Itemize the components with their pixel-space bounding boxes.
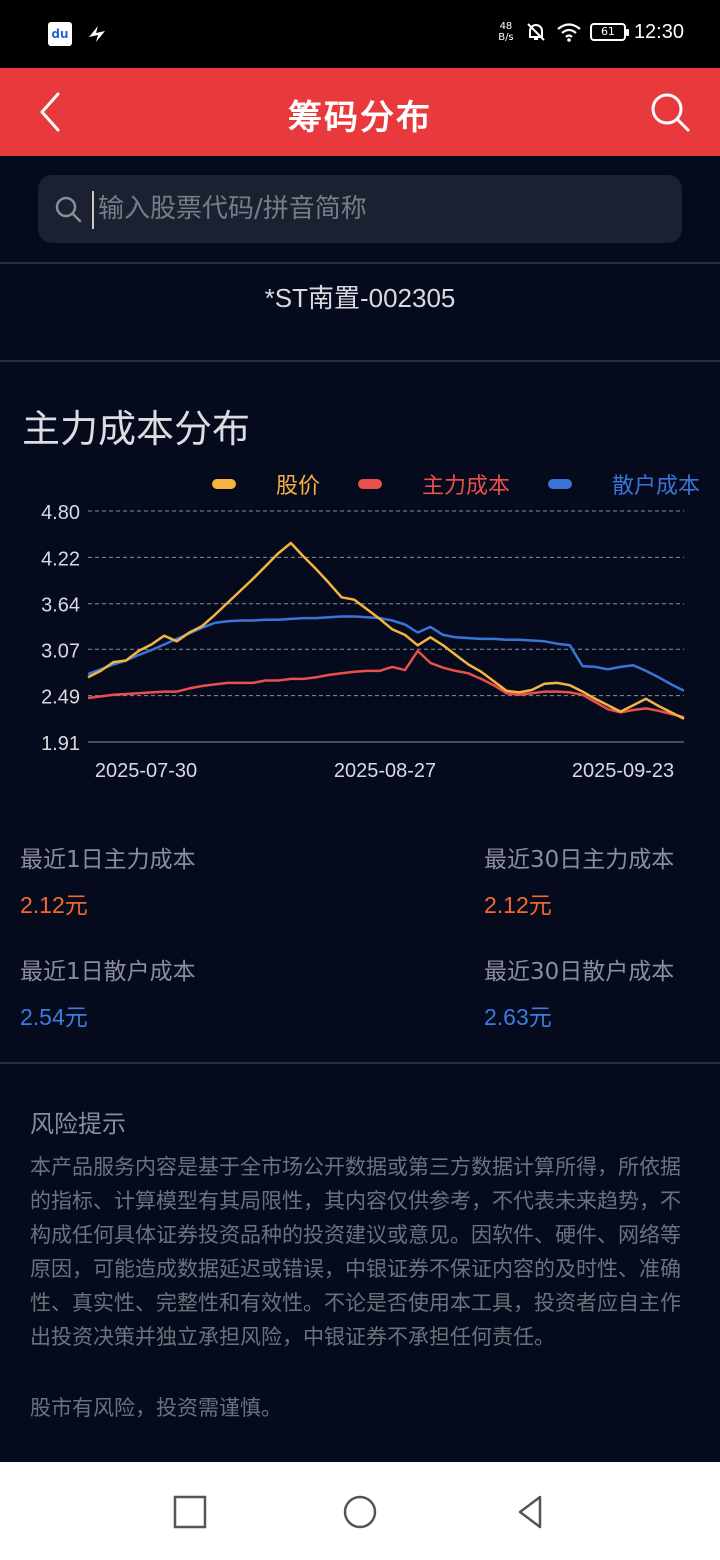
risk-footer: 股市有风险，投资需谨慎。 <box>30 1396 282 1420</box>
divider <box>0 1062 720 1064</box>
stat-label-1d-main: 最近1日主力成本 <box>20 847 196 873</box>
legend-swatch <box>211 479 236 489</box>
stat-value-30d-main: 2.12元 <box>484 892 552 919</box>
legend-item-retail-cost[interactable]: 散户成本 <box>547 468 700 500</box>
bell-muted-icon <box>527 23 545 41</box>
net-speed: 48 B/s <box>498 21 514 43</box>
stat-label-1d-retail: 最近1日散户成本 <box>20 959 196 985</box>
baidu-app-icon: du <box>48 22 72 46</box>
stock-name: *ST南置-002305 <box>264 283 456 313</box>
app-notification-icon <box>89 26 105 42</box>
system-nav-bar <box>0 1462 720 1560</box>
cost-distribution-chart: 4.80 4.22 3.64 3.07 2.49 1.91 2025-07-30 2025-0… <box>41 502 685 782</box>
series-line-retail-cost <box>87 615 685 692</box>
legend-label: 主力成本 <box>421 474 510 499</box>
chevron-left-icon[interactable] <box>30 90 74 134</box>
x-tick-label: 2025-07-30 <box>95 760 197 782</box>
stat-value-1d-main: 2.12元 <box>20 892 88 919</box>
search-icon <box>55 196 82 223</box>
y-tick-label: 4.22 <box>41 548 80 570</box>
clock: 12:30 <box>633 20 684 43</box>
legend-swatch <box>357 479 382 489</box>
stat-label-30d-main: 最近30日主力成本 <box>484 847 675 873</box>
search-bar[interactable] <box>38 175 682 243</box>
page-title: 筹码分布 <box>288 98 432 138</box>
chart-legend: 股价 主力成本 散户成本 <box>174 468 700 500</box>
risk-title: 风险提示 <box>30 1110 126 1138</box>
y-tick-label: 4.80 <box>41 502 80 524</box>
battery-indicator: 61 <box>589 23 629 41</box>
status-bar: du 48 B/s 61 12:30 <box>0 0 720 68</box>
circle-icon[interactable] <box>340 1492 380 1532</box>
legend-label: 散户成本 <box>611 474 700 499</box>
y-tick-label: 3.07 <box>41 640 80 662</box>
search-input[interactable] <box>98 187 658 231</box>
legend-item-price[interactable]: 股价 <box>211 468 320 500</box>
app-header: 筹码分布 <box>0 68 720 156</box>
section-title: 主力成本分布 <box>22 407 251 451</box>
y-tick-label: 1.91 <box>41 733 80 755</box>
stat-value-30d-retail: 2.63元 <box>484 1004 552 1031</box>
divider <box>0 262 720 264</box>
y-tick-label: 3.64 <box>41 595 80 617</box>
divider <box>0 360 720 362</box>
y-tick-label: 2.49 <box>41 687 80 709</box>
text-cursor <box>92 191 94 229</box>
legend-swatch <box>547 479 572 489</box>
triangle-icon[interactable] <box>510 1492 550 1532</box>
stat-label-30d-retail: 最近30日散户成本 <box>484 959 675 985</box>
x-tick-label: 2025-09-23 <box>572 760 674 782</box>
risk-body: 本产品服务内容是基于全市场公开数据或第三方数据计算所得，所依据的指标、计算模型有… <box>30 1155 681 1349</box>
series-line-price <box>87 541 685 720</box>
series-line-main-cost <box>87 649 685 719</box>
legend-item-main-cost[interactable]: 主力成本 <box>357 468 510 500</box>
search-icon[interactable] <box>648 90 692 134</box>
legend-label: 股价 <box>275 474 320 499</box>
wifi-icon <box>557 23 581 42</box>
square-icon[interactable] <box>170 1492 210 1532</box>
x-tick-label: 2025-08-27 <box>334 760 436 782</box>
stat-value-1d-retail: 2.54元 <box>20 1004 88 1031</box>
